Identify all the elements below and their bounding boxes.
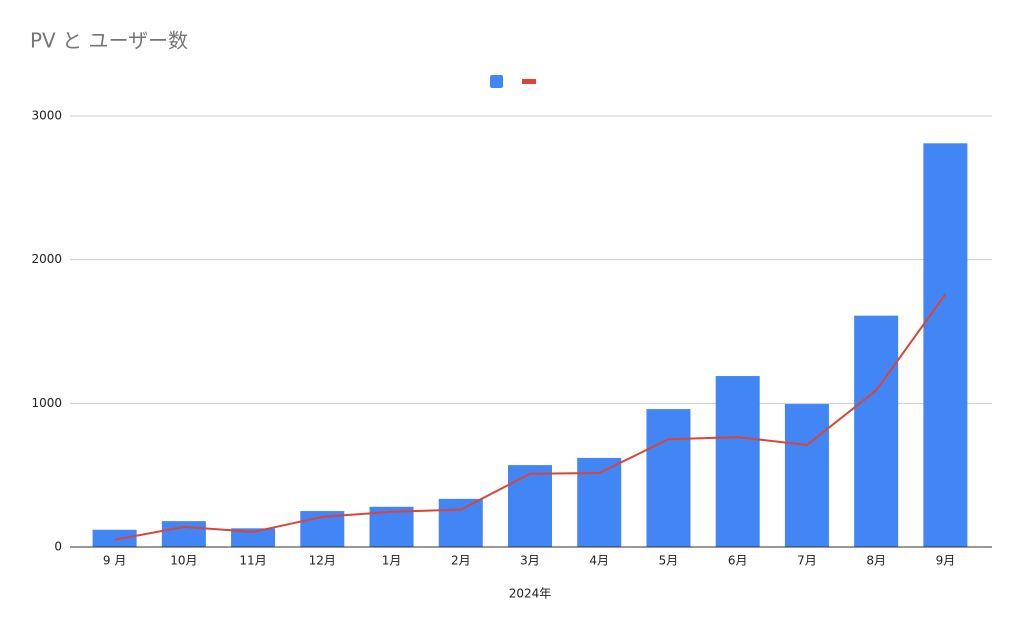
y-tick-label: 2000 xyxy=(31,252,62,266)
bar xyxy=(438,498,483,547)
bar xyxy=(646,409,691,547)
x-tick-label: 9月 xyxy=(936,554,956,568)
x-tick-label: 2月 xyxy=(451,554,471,568)
bar xyxy=(161,521,206,547)
x-tick-label: 4月 xyxy=(589,554,609,568)
chart-title: PV と ユーザー数 xyxy=(30,29,188,53)
x-axis-title: 2024年 xyxy=(509,587,552,601)
bar xyxy=(577,457,622,547)
bar xyxy=(923,143,968,547)
bar xyxy=(715,376,760,547)
x-tick-label: 7月 xyxy=(797,554,817,568)
bar xyxy=(784,404,829,547)
line-series xyxy=(114,293,947,541)
bar xyxy=(92,529,137,547)
legend-swatch xyxy=(490,75,503,88)
x-tick-label: 1月 xyxy=(382,554,402,568)
x-tick-label: 6月 xyxy=(728,554,748,568)
bar xyxy=(854,315,899,547)
x-tick-label: 12月 xyxy=(309,554,336,568)
bar xyxy=(231,528,276,547)
legend-swatch xyxy=(522,79,536,84)
x-tick-label: 11月 xyxy=(239,554,266,568)
bar xyxy=(508,465,552,547)
x-tick-label: 3月 xyxy=(520,554,540,568)
x-tick-label: 8月 xyxy=(866,554,886,568)
y-tick-label: 3000 xyxy=(31,109,62,123)
x-tick-label: 5月 xyxy=(659,554,679,568)
x-tick-label: 9 月 xyxy=(103,554,126,568)
y-tick-label: 1000 xyxy=(31,396,62,410)
y-tick-label: 0 xyxy=(54,540,62,554)
x-tick-label: 10月 xyxy=(170,554,197,568)
